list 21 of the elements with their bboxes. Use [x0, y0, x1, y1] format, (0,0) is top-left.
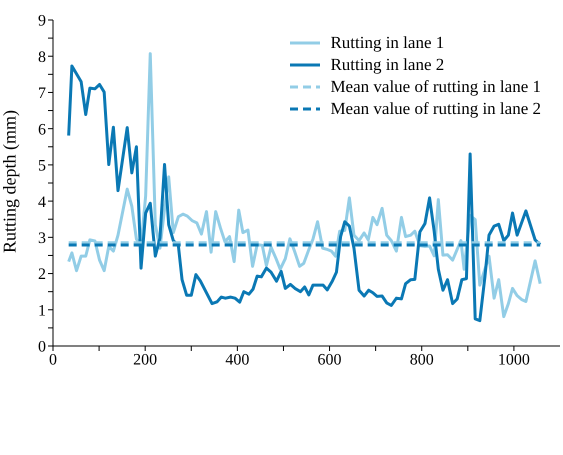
y-tick-label: 9: [38, 12, 46, 30]
x-tick-label: 0: [49, 351, 57, 368]
legend-label: Rutting in lane 1: [330, 32, 444, 54]
y-tick-label: 7: [38, 85, 46, 102]
y-tick-label: 2: [38, 266, 46, 284]
x-tick-label: 800: [410, 351, 434, 368]
y-tick-label: 4: [38, 194, 46, 211]
x-tick-label: 600: [318, 351, 342, 368]
x-tick-label: 1000: [498, 351, 530, 368]
y-axis-title: Rutting depth (mm): [0, 110, 20, 253]
legend-label: Mean value of rutting in lane 2: [330, 98, 541, 120]
legend-label: Mean value of rutting in lane 1: [330, 76, 541, 98]
y-tick-label: 8: [38, 48, 46, 66]
x-tick-label: 200: [133, 351, 158, 368]
x-tick-label: 400: [225, 351, 250, 368]
y-tick-label: 5: [38, 158, 46, 175]
y-tick-label: 3: [38, 230, 46, 248]
y-tick-label: 6: [38, 121, 46, 138]
y-tick-label: 0: [38, 338, 46, 356]
legend-label: Rutting in lane 2: [330, 54, 444, 76]
y-tick-label: 1: [38, 302, 46, 320]
